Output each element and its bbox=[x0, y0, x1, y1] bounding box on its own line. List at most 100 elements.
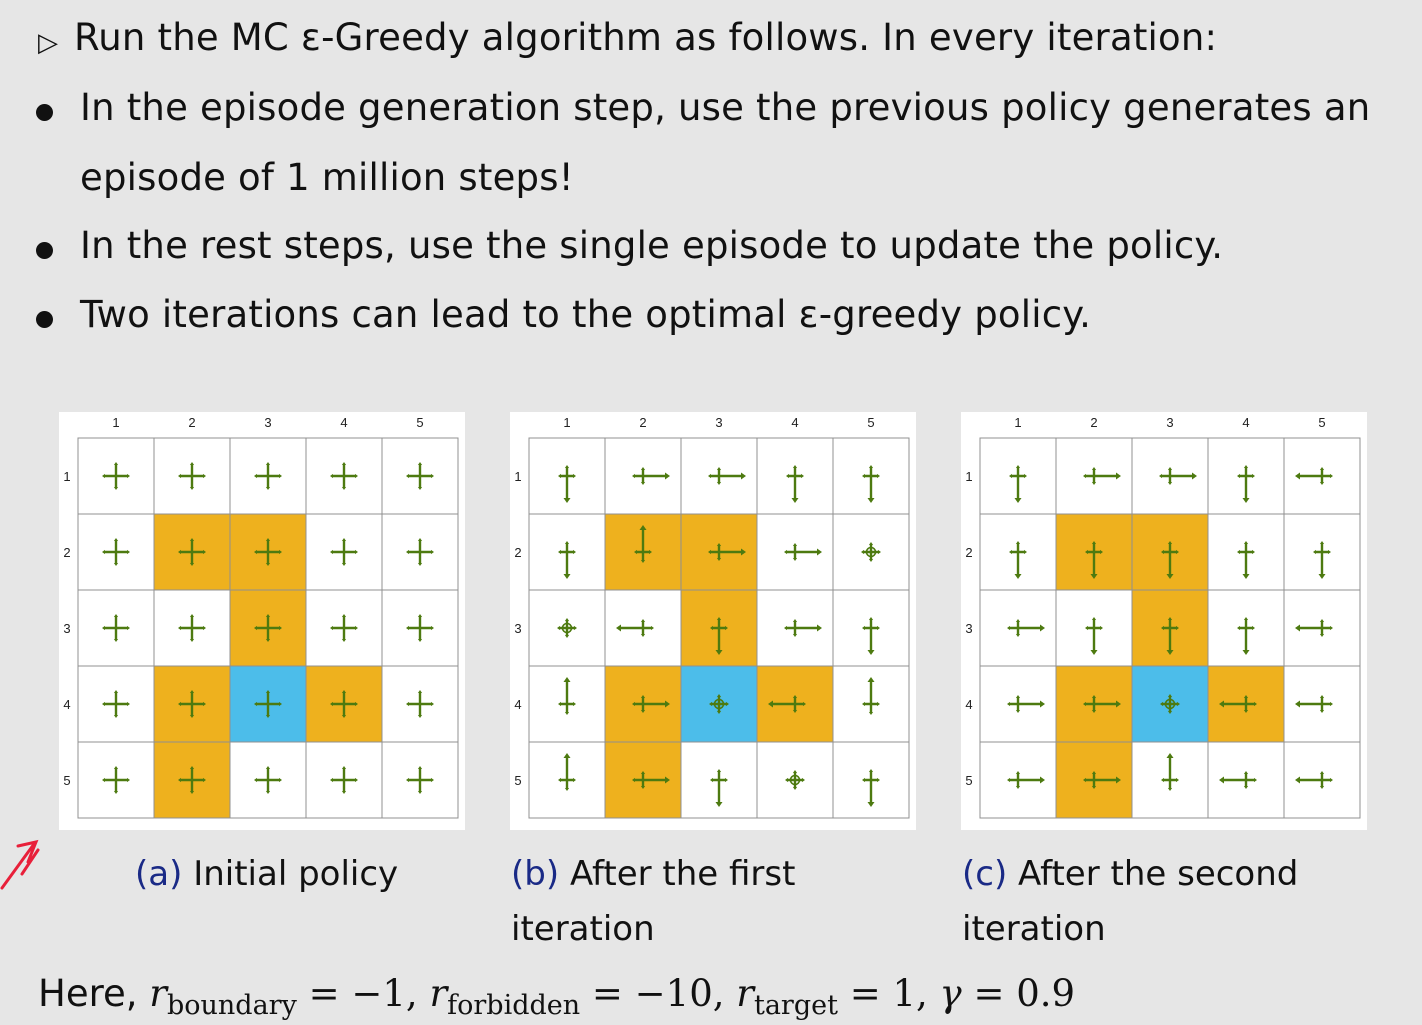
formula-target-subscript: target bbox=[753, 990, 838, 1021]
caption-c-label: (c) bbox=[962, 854, 1008, 894]
forbidden-cell bbox=[153, 665, 231, 743]
policy-arrow-icon bbox=[1160, 694, 1180, 714]
policy-arrow-icon bbox=[406, 462, 434, 490]
policy-arrow-icon bbox=[632, 695, 670, 713]
policy-arrow-icon bbox=[708, 543, 746, 561]
policy-arrow-icon bbox=[1237, 541, 1255, 579]
bullet-dot-icon bbox=[36, 242, 53, 259]
col-label-2: 2 bbox=[1090, 415, 1097, 430]
policy-arrow-icon bbox=[1085, 541, 1103, 579]
policy-arrow-icon bbox=[710, 769, 728, 807]
policy-arrow-icon bbox=[558, 753, 576, 791]
bullet-3-text: Two iterations can lead to the optimal ε… bbox=[80, 293, 1092, 336]
policy-arrow-icon bbox=[768, 695, 806, 713]
policy-arrow-icon bbox=[330, 462, 358, 490]
policy-arrow-icon bbox=[632, 467, 670, 485]
policy-arrow-icon bbox=[102, 538, 130, 566]
caption-c-text-line2: iteration bbox=[962, 909, 1106, 949]
bullet-dot-icon bbox=[36, 311, 53, 328]
policy-arrow-icon bbox=[632, 771, 670, 789]
policy-arrow-icon bbox=[1009, 541, 1027, 579]
caption-b-text: After the first bbox=[569, 854, 796, 894]
row-label-3: 3 bbox=[965, 621, 972, 636]
col-label-3: 3 bbox=[715, 415, 722, 430]
policy-arrow-icon bbox=[102, 614, 130, 642]
formula-lead: Here, bbox=[38, 972, 138, 1015]
caption-b: (b) After the first iteration bbox=[511, 847, 795, 957]
bullet-dot-icon bbox=[36, 104, 53, 121]
col-label-4: 4 bbox=[791, 415, 798, 430]
policy-arrow-icon bbox=[862, 769, 880, 807]
row-label-3: 3 bbox=[63, 621, 70, 636]
caption-c-text: After the second bbox=[1018, 854, 1299, 894]
policy-arrow-icon bbox=[785, 770, 805, 790]
policy-arrow-icon bbox=[1083, 771, 1121, 789]
policy-arrow-icon bbox=[1295, 467, 1333, 485]
col-label-1: 1 bbox=[112, 415, 119, 430]
policy-arrow-icon bbox=[330, 538, 358, 566]
policy-arrow-icon bbox=[102, 690, 130, 718]
row-label-4: 4 bbox=[965, 697, 972, 712]
policy-arrow-icon bbox=[254, 538, 282, 566]
col-label-5: 5 bbox=[416, 415, 423, 430]
row-label-2: 2 bbox=[514, 545, 521, 560]
intro-text: Run the MC ε-Greedy algorithm as follows… bbox=[74, 16, 1218, 59]
policy-arrow-icon bbox=[862, 465, 880, 503]
policy-arrow-icon bbox=[254, 690, 282, 718]
policy-arrow-icon bbox=[254, 766, 282, 794]
policy-arrow-icon bbox=[1159, 467, 1197, 485]
policy-arrow-icon bbox=[710, 617, 728, 655]
row-label-1: 1 bbox=[514, 469, 521, 484]
formula-target-value: = 1, bbox=[849, 972, 928, 1015]
row-label-5: 5 bbox=[514, 773, 521, 788]
col-label-1: 1 bbox=[563, 415, 570, 430]
row-label-3: 3 bbox=[514, 621, 521, 636]
grid-cell bbox=[305, 513, 383, 591]
caption-a-label: (a) bbox=[135, 854, 183, 894]
panel-a-initial-policy: 1 2 3 4 5 1 2 3 4 5 bbox=[59, 412, 465, 830]
policy-arrow-icon bbox=[330, 766, 358, 794]
col-label-2: 2 bbox=[639, 415, 646, 430]
policy-arrow-icon bbox=[1007, 771, 1045, 789]
policy-arrow-icon bbox=[102, 766, 130, 794]
policy-arrow-icon bbox=[1219, 771, 1257, 789]
row-label-2: 2 bbox=[965, 545, 972, 560]
policy-arrow-icon bbox=[708, 467, 746, 485]
formula-boundary-subscript: boundary bbox=[166, 990, 297, 1021]
policy-arrow-icon bbox=[1313, 541, 1331, 579]
policy-arrow-icon bbox=[1219, 695, 1257, 713]
policy-arrow-icon bbox=[406, 614, 434, 642]
policy-arrow-icon bbox=[254, 614, 282, 642]
policy-arrow-icon bbox=[1083, 467, 1121, 485]
policy-arrow-icon bbox=[1237, 617, 1255, 655]
policy-arrow-icon bbox=[634, 525, 652, 563]
formula-r-boundary: r bbox=[149, 972, 167, 1015]
col-label-3: 3 bbox=[264, 415, 271, 430]
col-label-4: 4 bbox=[340, 415, 347, 430]
grid-world-figure-c: 1 2 3 4 5 1 2 3 4 5 bbox=[965, 415, 1361, 819]
formula-gamma-value: = 0.9 bbox=[973, 972, 1076, 1015]
policy-arrow-icon bbox=[557, 618, 577, 638]
col-label-4: 4 bbox=[1242, 415, 1249, 430]
policy-arrow-icon bbox=[862, 617, 880, 655]
policy-arrow-icon bbox=[1161, 617, 1179, 655]
policy-arrow-icon bbox=[330, 614, 358, 642]
row-label-5: 5 bbox=[965, 773, 972, 788]
policy-arrow-icon bbox=[558, 677, 576, 715]
pen-annotation-arrow-icon bbox=[0, 839, 40, 890]
caption-a-text: Initial policy bbox=[193, 854, 399, 894]
policy-arrow-icon bbox=[254, 462, 282, 490]
policy-arrow-icon bbox=[709, 694, 729, 714]
policy-arrow-icon bbox=[178, 614, 206, 642]
grid-cell bbox=[229, 437, 307, 515]
grid-world-figure-b: 1 2 3 4 5 1 2 3 4 5 bbox=[514, 415, 910, 819]
policy-arrow-icon bbox=[784, 619, 822, 637]
panel-b-first-iteration: 1 2 3 4 5 1 2 3 4 5 bbox=[510, 412, 916, 830]
formula-forbidden-subscript: forbidden bbox=[447, 990, 581, 1021]
reward-formula: Here, rboundary = −1, rforbidden = −10, … bbox=[38, 972, 1075, 1021]
policy-arrow-icon bbox=[406, 538, 434, 566]
policy-arrow-icon bbox=[1161, 753, 1179, 791]
col-label-3: 3 bbox=[1166, 415, 1173, 430]
policy-arrow-icon bbox=[861, 542, 881, 562]
col-label-2: 2 bbox=[188, 415, 195, 430]
